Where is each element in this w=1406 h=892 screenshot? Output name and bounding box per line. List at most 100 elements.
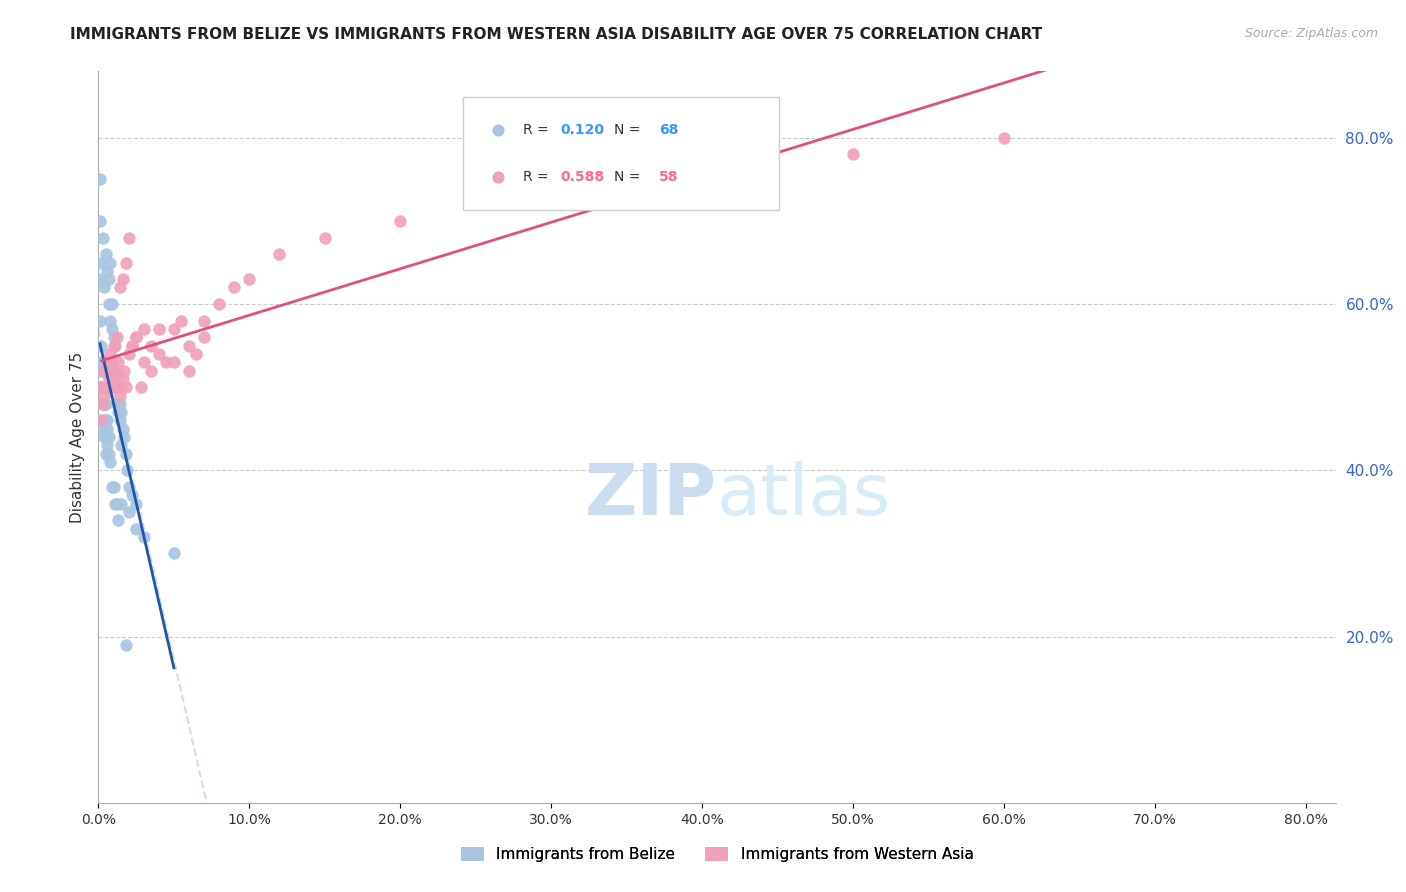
- Text: N =: N =: [614, 123, 645, 136]
- Point: [91, 380, 114, 394]
- Point: [108, 388, 131, 402]
- Point: [93, 430, 115, 444]
- Point: [163, 546, 186, 560]
- Point: [121, 338, 143, 352]
- Point: [90, 380, 112, 394]
- Point: [107, 363, 129, 377]
- Point: [125, 521, 148, 535]
- Point: [121, 488, 143, 502]
- Text: 0.120: 0.120: [560, 123, 605, 136]
- Point: [125, 497, 148, 511]
- Point: [238, 272, 260, 286]
- Point: [98, 297, 121, 311]
- Point: [993, 131, 1015, 145]
- Point: [98, 272, 121, 286]
- Point: [108, 280, 131, 294]
- Point: [114, 255, 136, 269]
- Point: [121, 338, 143, 352]
- Point: [104, 372, 127, 386]
- Point: [89, 272, 111, 286]
- Point: [117, 505, 139, 519]
- Point: [111, 422, 134, 436]
- Point: [177, 363, 200, 377]
- Point: [110, 438, 132, 452]
- Point: [105, 397, 128, 411]
- Point: [177, 338, 200, 352]
- Point: [186, 347, 208, 361]
- Point: [107, 513, 129, 527]
- Point: [103, 338, 125, 352]
- Point: [101, 322, 124, 336]
- Point: [91, 380, 114, 394]
- Point: [105, 363, 128, 377]
- Point: [101, 480, 124, 494]
- Point: [110, 405, 132, 419]
- Point: [111, 372, 134, 386]
- Point: [575, 85, 598, 99]
- Point: [94, 430, 117, 444]
- Point: [98, 372, 121, 386]
- Point: [314, 230, 336, 244]
- Point: [105, 497, 128, 511]
- Point: [91, 422, 114, 436]
- Point: [129, 380, 152, 394]
- Point: [141, 338, 163, 352]
- Point: [114, 447, 136, 461]
- Point: [111, 272, 134, 286]
- Text: atlas: atlas: [717, 461, 891, 530]
- Point: [90, 380, 112, 394]
- Point: [91, 230, 114, 244]
- Point: [842, 147, 865, 161]
- Point: [100, 314, 122, 328]
- Point: [105, 330, 128, 344]
- Point: [114, 638, 136, 652]
- Point: [90, 413, 112, 427]
- Point: [96, 413, 118, 427]
- Point: [90, 338, 112, 352]
- Point: [93, 363, 115, 377]
- Point: [108, 413, 131, 427]
- Text: 68: 68: [659, 123, 678, 136]
- Point: [100, 255, 122, 269]
- Point: [163, 322, 186, 336]
- Point: [91, 397, 114, 411]
- Point: [100, 347, 122, 361]
- Point: [100, 363, 122, 377]
- Point: [170, 314, 193, 328]
- Text: ZIP: ZIP: [585, 461, 717, 530]
- Text: R =: R =: [523, 170, 553, 185]
- Point: [105, 380, 128, 394]
- Point: [132, 322, 155, 336]
- Legend: Immigrants from Belize, Immigrants from Western Asia: Immigrants from Belize, Immigrants from …: [454, 841, 980, 868]
- Text: IMMIGRANTS FROM BELIZE VS IMMIGRANTS FROM WESTERN ASIA DISABILITY AGE OVER 75 CO: IMMIGRANTS FROM BELIZE VS IMMIGRANTS FRO…: [70, 27, 1043, 42]
- Point: [117, 347, 139, 361]
- Text: Source: ZipAtlas.com: Source: ZipAtlas.com: [1244, 27, 1378, 40]
- Point: [96, 264, 118, 278]
- Y-axis label: Disability Age Over 75: Disability Age Over 75: [69, 351, 84, 523]
- Point: [141, 363, 163, 377]
- Point: [90, 363, 112, 377]
- Point: [208, 297, 231, 311]
- Point: [148, 322, 170, 336]
- Point: [125, 330, 148, 344]
- Point: [112, 363, 135, 377]
- Point: [98, 430, 121, 444]
- Point: [193, 330, 215, 344]
- Point: [107, 355, 129, 369]
- Point: [110, 380, 132, 394]
- Point: [89, 172, 111, 186]
- Point: [148, 347, 170, 361]
- Point: [464, 197, 486, 211]
- Point: [90, 380, 112, 394]
- FancyBboxPatch shape: [464, 97, 779, 211]
- Point: [269, 247, 291, 261]
- Point: [93, 413, 115, 427]
- Point: [90, 355, 112, 369]
- Point: [112, 430, 135, 444]
- Point: [103, 330, 125, 344]
- Point: [89, 255, 111, 269]
- Point: [117, 230, 139, 244]
- Point: [98, 447, 121, 461]
- Text: 58: 58: [659, 170, 679, 185]
- Point: [389, 214, 412, 228]
